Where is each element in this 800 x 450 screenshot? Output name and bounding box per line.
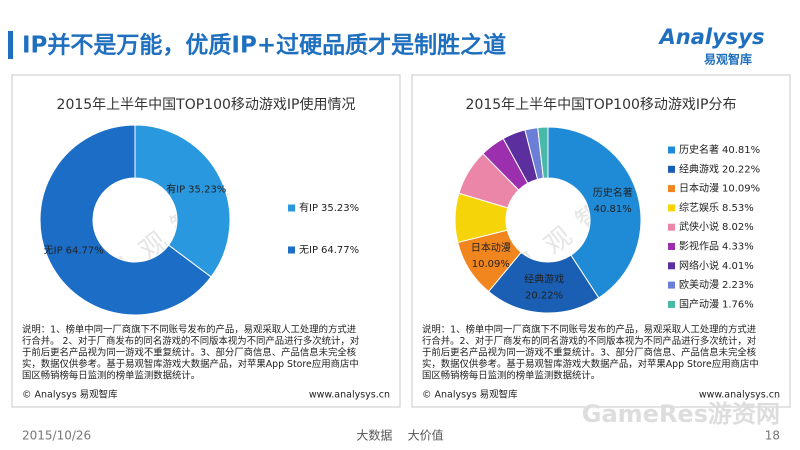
note-line: 于前后更名产品视为同一游戏不重复统计。3、部分厂商信息、产品信息未完全核 bbox=[22, 347, 357, 359]
note-line: 说明：1、榜单中同一厂商旗下不同账号发布的产品，易观采取人工处理的方式进 bbox=[22, 324, 357, 336]
logo-sub: 易观智库 bbox=[704, 52, 752, 67]
legend-value: 40.81% bbox=[722, 145, 760, 156]
legend-value: 20.22% bbox=[722, 164, 760, 175]
note-line: 实，数据仅供参考。基于易观智库游戏大数据产品，对苹果App Store应用商店中 bbox=[22, 358, 359, 370]
legend-name: 无IP bbox=[299, 245, 318, 256]
source: © Analysys 易观智库 bbox=[422, 389, 518, 401]
legend-value: 8.53% bbox=[722, 203, 754, 214]
slice-label-name: 日本动漫 bbox=[471, 241, 511, 254]
slice-label-value: 64.77% bbox=[66, 246, 104, 257]
source-url: www.analysys.cn bbox=[699, 390, 780, 401]
legend-swatch bbox=[288, 246, 295, 254]
legend-entry: 网络小说 4.01% bbox=[679, 259, 754, 272]
legend-name: 网络小说 bbox=[679, 259, 719, 272]
chart-title: 2015年上半年中国TOP100移动游戏IP分布 bbox=[466, 97, 737, 113]
legend-entry: 无IP 64.77% bbox=[299, 245, 359, 256]
legend-value: 64.77% bbox=[321, 245, 359, 256]
legend-swatch bbox=[668, 243, 675, 250]
note-line: 于前后更名产品视为同一游戏不重复统计。3、部分厂商信息、产品信息未完全核 bbox=[422, 347, 757, 359]
note-line: 说明：1、榜单中同一厂商旗下不同账号发布的产品，易观采取人工处理的方式进 bbox=[422, 324, 757, 336]
legend-entry: 历史名著 40.81% bbox=[679, 143, 760, 156]
footer-center: 大数据 大价值 bbox=[356, 428, 443, 443]
slice-label-name: 经典游戏 bbox=[524, 272, 564, 285]
slice-label-name: 有IP bbox=[166, 182, 185, 195]
legend-swatch bbox=[668, 281, 675, 289]
chart-title: 2015年上半年中国TOP100移动游戏IP使用情况 bbox=[57, 96, 356, 113]
donut-slice bbox=[134, 124, 231, 278]
legend-entry: 欧美动漫 2.23% bbox=[679, 278, 754, 291]
legend-name: 有IP bbox=[299, 201, 318, 214]
slice-label: 有IP 35.23% bbox=[166, 182, 226, 195]
watermark: GameRes游资网 bbox=[582, 400, 780, 428]
donut-slice bbox=[487, 251, 600, 314]
slice-label-value: 35.23% bbox=[188, 184, 226, 195]
legend-swatch bbox=[668, 262, 675, 270]
legend-name: 国产动漫 bbox=[679, 297, 719, 310]
legend-swatch bbox=[668, 185, 675, 193]
legend-name: 经典游戏 bbox=[679, 162, 719, 175]
legend-swatch bbox=[668, 146, 675, 154]
slide-title: IP并不是万能，优质IP+过硬品质才是制胜之道 bbox=[22, 32, 506, 59]
donut-slice bbox=[537, 126, 549, 179]
logo: Analysys bbox=[658, 25, 765, 49]
legend-value: 35.23% bbox=[321, 203, 359, 214]
legend-name: 日本动漫 bbox=[679, 182, 719, 195]
legend-swatch bbox=[668, 165, 675, 173]
slice-label-name: 无IP bbox=[44, 246, 63, 257]
note-line: 国区畅销榜每日监测的榜单监测数据统计。 bbox=[422, 370, 600, 382]
legend-value: 2.23% bbox=[722, 280, 754, 291]
legend-name: 历史名著 bbox=[679, 143, 719, 156]
legend-name: 欧美动漫 bbox=[679, 278, 719, 291]
legend-swatch bbox=[288, 204, 295, 212]
legend-value: 4.33% bbox=[722, 242, 754, 253]
source: © Analysys 易观智库 bbox=[22, 389, 118, 401]
source-url: www.analysys.cn bbox=[309, 390, 390, 401]
legend-value: 8.02% bbox=[722, 222, 754, 233]
slice-label-value: 10.09% bbox=[472, 259, 510, 270]
legend-value: 1.76% bbox=[722, 299, 754, 310]
legend-entry: 国产动漫 1.76% bbox=[679, 297, 754, 310]
slice-label-name: 历史名著 bbox=[593, 186, 633, 199]
note-line: 行合并。 2、对于厂商发布的同名游戏的不同版本视为不同产品进行多次统计，对 bbox=[22, 335, 359, 347]
legend-swatch bbox=[668, 223, 675, 231]
legend-entry: 日本动漫 10.09% bbox=[679, 182, 760, 195]
legend-swatch bbox=[668, 204, 675, 212]
slice-label: 无IP 64.77% bbox=[44, 246, 104, 257]
slice-label-value: 40.81% bbox=[594, 204, 632, 215]
page-number: 18 bbox=[765, 429, 780, 443]
legend-entry: 综艺娱乐 8.53% bbox=[679, 201, 754, 214]
legend-name: 武侠小说 bbox=[679, 220, 719, 233]
footer-date: 2015/10/26 bbox=[22, 429, 91, 443]
legend-entry: 影视作品 4.33% bbox=[679, 240, 754, 253]
legend-value: 10.09% bbox=[722, 184, 760, 195]
legend-entry: 经典游戏 20.22% bbox=[679, 162, 760, 175]
title-bar bbox=[8, 31, 13, 59]
note-line: 国区畅销榜每日监测的榜单监测数据统计。 bbox=[22, 370, 200, 382]
legend-name: 影视作品 bbox=[679, 240, 719, 253]
donut-slice bbox=[39, 124, 212, 316]
slice-label-value: 20.22% bbox=[525, 290, 563, 301]
legend-entry: 武侠小说 8.02% bbox=[679, 220, 754, 233]
legend-name: 综艺娱乐 bbox=[679, 201, 719, 214]
note-line: 实，数据仅供参考。基于易观智库游戏大数据产品，对苹果App Store应用商店中 bbox=[422, 358, 759, 370]
legend-value: 4.01% bbox=[722, 261, 754, 272]
note-line: 行合并。2、对于厂商发布的同名游戏的不同版本视为不同产品进行多次统计，对 bbox=[422, 335, 756, 347]
legend-entry: 有IP 35.23% bbox=[299, 201, 359, 214]
legend-swatch bbox=[668, 300, 675, 308]
